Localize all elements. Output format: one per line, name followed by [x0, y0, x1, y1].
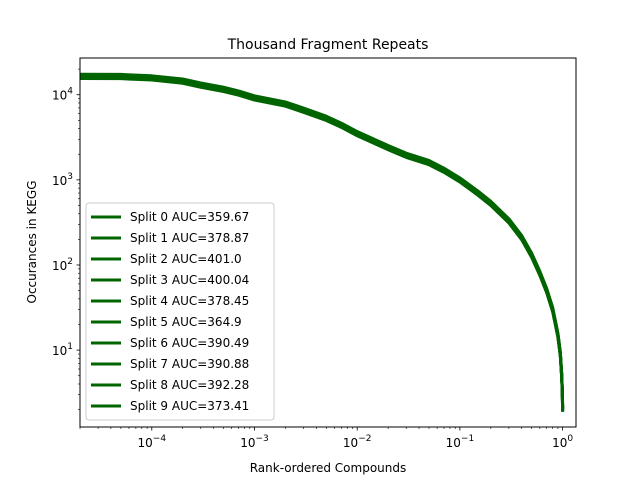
legend-box [85, 202, 275, 421]
x-tick-label-1: 10−3 [240, 434, 269, 450]
y-tick-label-3: 104 [52, 87, 73, 103]
legend-label-9: Split 9 AUC=373.41 [130, 399, 249, 413]
y-tick-label-0: 101 [52, 342, 73, 358]
legend-label-0: Split 0 AUC=359.67 [130, 210, 249, 224]
y-tick-label-2: 103 [52, 172, 73, 188]
y-tick-label-1: 102 [52, 257, 73, 273]
x-tick-label-2: 10−2 [343, 434, 372, 450]
legend-label-8: Split 8 AUC=392.28 [130, 378, 249, 392]
series-layer [79, 72, 565, 412]
legend: Split 0 AUC=359.67 Split 1 AUC=378.87 Spli… [85, 202, 275, 421]
legend-label-3: Split 3 AUC=400.04 [130, 273, 249, 287]
x-axis: 10−4 10−3 10−2 10−1 100 [79, 427, 573, 450]
legend-label-4: Split 4 AUC=378.45 [130, 294, 249, 308]
x-tick-label-4: 100 [552, 434, 573, 450]
chart-title: Thousand Fragment Repeats [227, 37, 429, 53]
series-line-9 [79, 76, 565, 412]
legend-label-7: Split 7 AUC=390.88 [130, 357, 249, 371]
y-axis-label: Occurances in KEGG [25, 181, 39, 304]
legend-label-1: Split 1 AUC=378.87 [130, 231, 249, 245]
x-tick-label-0: 10−4 [138, 434, 167, 450]
legend-label-6: Split 6 AUC=390.49 [130, 336, 249, 350]
x-tick-label-3: 10−1 [446, 434, 475, 450]
legend-label-5: Split 5 AUC=364.9 [130, 315, 242, 329]
y-axis: 101 102 103 104 [52, 68, 80, 410]
plot-frame [79, 57, 577, 428]
legend-label-2: Split 2 AUC=401.0 [130, 252, 242, 266]
x-axis-label: Rank-ordered Compounds [250, 461, 407, 475]
